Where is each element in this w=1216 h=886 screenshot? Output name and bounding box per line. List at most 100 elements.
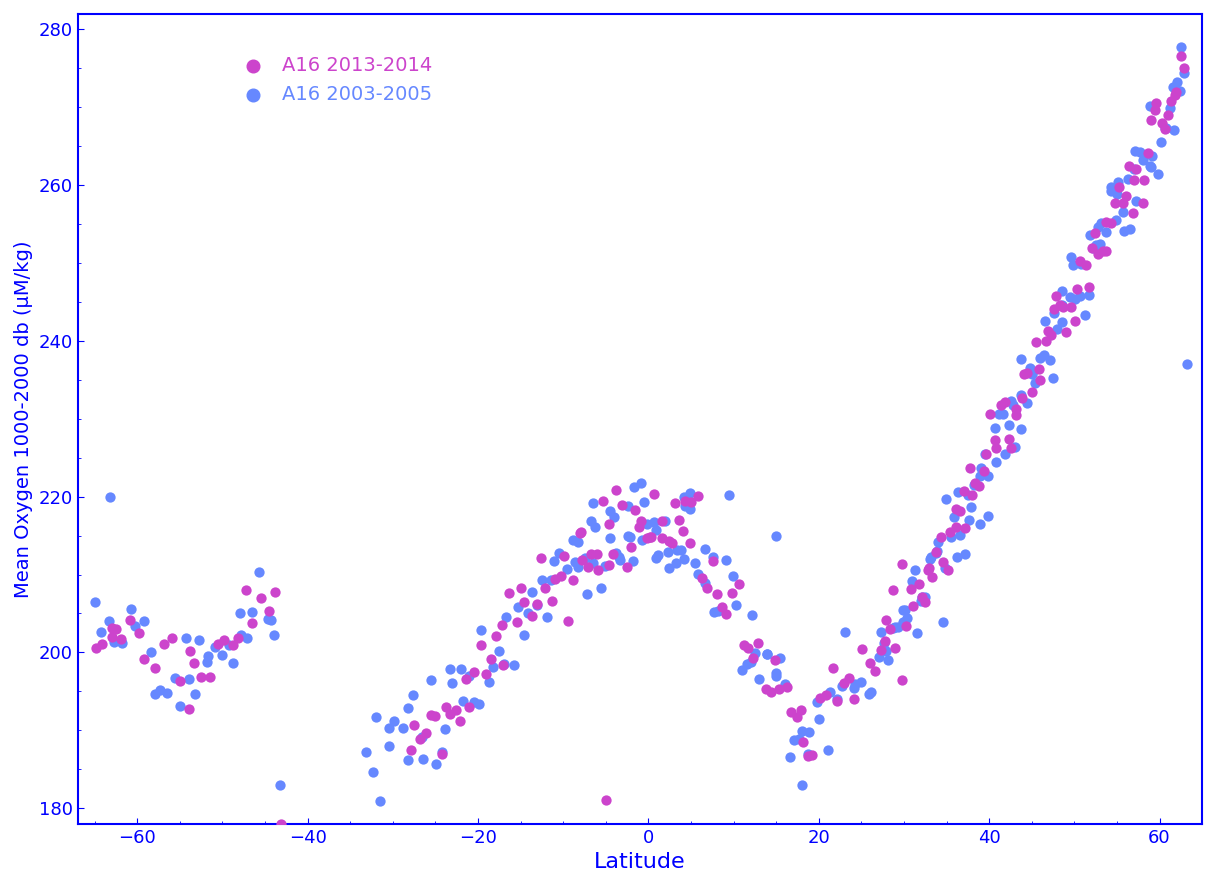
Point [662,535,681,549]
Point [237,631,257,645]
Point [962,500,981,514]
Point [176,631,196,645]
Point [496,610,516,624]
Point [1053,315,1073,329]
Point [912,590,931,604]
Point [106,622,125,636]
Point [810,711,829,726]
Point [1161,95,1181,109]
Point [799,747,818,761]
Point [671,542,691,556]
Point [950,528,969,542]
Point [1102,180,1121,194]
Point [697,581,716,595]
Point [1088,247,1108,261]
Point [704,605,724,619]
Point [956,520,975,534]
Point [674,524,693,538]
Point [953,485,973,499]
Point [781,705,800,719]
Point [631,476,651,490]
Point [450,713,469,727]
Point [86,641,106,655]
Point [823,661,843,675]
Point [1070,289,1090,303]
Point [578,587,597,602]
Point [494,657,513,671]
Point [703,554,722,568]
Point [1065,291,1085,306]
Point [624,554,643,568]
Point [927,545,946,559]
Point [572,525,591,539]
Point [531,551,551,565]
Point [1102,184,1121,198]
Point [446,703,466,717]
Point [885,620,905,634]
Point [1088,220,1108,234]
Point [931,530,951,544]
Point [231,628,250,642]
Point [1047,289,1066,303]
Point [541,573,561,587]
Point [441,676,461,690]
Point [91,625,111,639]
Point [1133,196,1153,210]
Point [845,692,865,706]
Point [134,651,153,665]
Point [1120,159,1139,173]
Point [775,677,794,691]
Point [880,622,900,636]
Point [803,748,822,762]
Point [603,548,623,562]
Point [1014,368,1034,382]
Point [398,753,417,767]
Point [625,503,644,517]
Point [1149,167,1169,181]
Point [1086,226,1105,240]
Point [145,661,164,675]
Point [1155,121,1175,136]
Point [910,577,929,591]
Point [706,587,726,601]
Point [250,591,270,605]
Point [1080,228,1099,242]
Legend: A16 2013-2014, A16 2003-2005: A16 2013-2014, A16 2003-2005 [233,56,433,104]
Point [1023,385,1042,400]
Point [676,500,696,514]
Point [827,692,846,706]
Point [1080,288,1099,302]
Point [770,650,789,664]
Point [688,567,708,581]
Point [1021,367,1041,381]
Point [1092,215,1111,229]
Point [379,739,399,753]
Point [102,630,122,644]
Point [1143,149,1162,163]
Point [581,515,601,529]
Point [884,583,903,597]
Point [1017,395,1036,409]
Point [1124,206,1143,221]
Point [584,556,603,571]
Point [120,613,140,627]
Point [364,766,383,780]
Point [934,615,953,629]
Point [1114,223,1133,237]
Point [866,664,885,678]
Point [134,613,153,627]
Point [901,582,921,596]
Point [1064,258,1083,272]
Point [1158,107,1177,121]
Point [1096,224,1115,238]
Point [666,556,686,570]
Point [648,548,668,562]
Point [991,398,1010,412]
Point [637,531,657,545]
Point [1035,314,1054,328]
Point [1142,113,1161,127]
Point [197,655,216,669]
Point [1036,334,1055,348]
Point [508,600,528,614]
Point [260,604,280,618]
